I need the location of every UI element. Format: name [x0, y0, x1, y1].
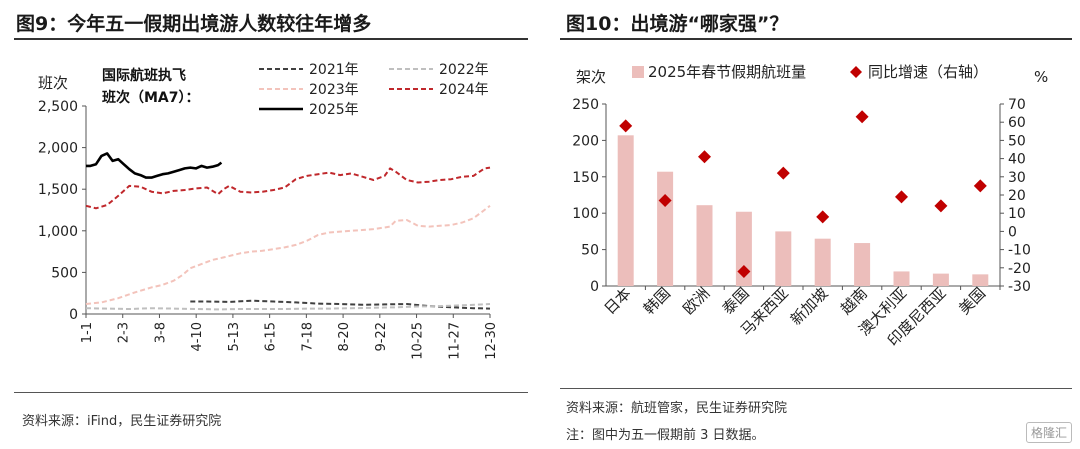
left-y-tick-label: 250 [572, 97, 599, 113]
growth-point [737, 264, 751, 278]
y-tick-label: 0 [69, 307, 78, 323]
left-y-tick-label: 50 [581, 243, 599, 259]
legend-label: 2023年 [309, 82, 359, 98]
x-tick-label: 新加坡 [787, 284, 832, 329]
y-tick-label: 500 [51, 265, 78, 281]
legend-label-points: 同比增速（右轴） [868, 63, 988, 81]
right-y-tick-label: 60 [1008, 115, 1026, 131]
right-figure-title: 图10：出境游“哪家强”？ [566, 13, 789, 35]
x-tick-label: 1-1 [80, 322, 95, 343]
x-tick-label: 6-15 [264, 322, 279, 352]
series-line-2021年 [190, 299, 491, 310]
bar [657, 171, 674, 286]
left-source-rule [14, 392, 528, 393]
left-y-tick-label: 100 [572, 206, 599, 222]
left-y-tick-label: 0 [590, 279, 599, 295]
x-tick-label: 日本 [601, 284, 635, 318]
x-tick-label: 12-30 [484, 322, 499, 360]
legend-label: 2022年 [439, 62, 489, 78]
y-axis-title: 班次 [38, 74, 68, 92]
y-tick-label: 1,000 [38, 224, 78, 240]
legend-swatch-points [850, 66, 862, 78]
bar [854, 243, 871, 286]
bar [696, 205, 713, 286]
x-tick-label: 3-8 [153, 322, 168, 343]
left-title-rule [14, 38, 528, 40]
bar [735, 211, 752, 286]
growth-point [658, 193, 672, 207]
right-source-text: 资料来源：航班管家，民生证券研究院 [566, 401, 788, 416]
right-title-rule [560, 38, 1072, 40]
y-tick-label: 2,500 [38, 99, 78, 115]
bar [775, 231, 792, 286]
right-source-rule [560, 388, 1072, 389]
bar [814, 238, 831, 286]
series-line-2023年 [85, 205, 491, 305]
right-y-tick-label: -30 [1008, 279, 1031, 295]
left-figure-title: 图9：今年五一假期出境游人数较往年增多 [16, 13, 372, 35]
left-axis-title: 架次 [576, 68, 606, 86]
x-tick-label: 11-27 [447, 322, 462, 360]
right-y-tick-label: 40 [1008, 152, 1026, 168]
series-line-2022年 [85, 303, 491, 311]
x-tick-label: 10-25 [411, 322, 426, 360]
bar [932, 273, 949, 286]
bar [893, 271, 910, 286]
right-y-tick-label: -10 [1008, 243, 1031, 259]
right-y-tick-label: 70 [1008, 97, 1026, 113]
right-note-text: 注：图中为五一假期前 3 日数据。 [566, 428, 765, 443]
left-y-tick-label: 200 [572, 133, 599, 149]
right-y-tick-label: 50 [1008, 133, 1026, 149]
bar-chart-destinations: 0 50 100 150 200 250 -30 -20 -10 0 10 20 30 40 50 60 70 架… [572, 63, 1048, 350]
line-chart-flights: 0 500 1,000 1,500 2,000 2,500 班次 1-1 2-3 3-8 4-10 5… [38, 62, 499, 360]
right-y-tick-label: 30 [1008, 170, 1026, 186]
series-line-2024年 [85, 166, 491, 210]
x-tick-label: 9-22 [374, 322, 389, 352]
x-tick-label: 4-10 [190, 322, 205, 352]
growth-point [934, 199, 948, 213]
legend-label: 2025年 [309, 102, 359, 118]
growth-point [619, 119, 633, 133]
growth-point [895, 190, 908, 204]
y-tick-label: 1,500 [38, 182, 78, 198]
legend-label: 2021年 [309, 62, 359, 78]
right-axis-title: % [1034, 68, 1048, 86]
bar [617, 135, 634, 286]
growth-point [855, 110, 869, 124]
left-source-text: 资料来源：iFind，民生证券研究院 [22, 414, 222, 429]
growth-point [776, 166, 790, 180]
chart-title-line2: 班次（MA7）： [102, 89, 200, 106]
x-tick-label: 7-18 [300, 322, 315, 352]
right-y-tick-label: 0 [1008, 224, 1017, 240]
right-y-tick-label: -20 [1008, 261, 1031, 277]
left-y-tick-label: 150 [572, 170, 599, 186]
x-tick-label: 5-13 [227, 322, 242, 352]
watermark-logo: 格隆汇 [1025, 422, 1072, 443]
growth-point [698, 150, 711, 164]
y-tick-label: 2,000 [38, 141, 78, 157]
growth-point [816, 210, 830, 224]
x-tick-label: 2-3 [117, 322, 132, 343]
series-line-2025年 [86, 152, 223, 179]
bar [972, 274, 989, 286]
right-y-tick-label: 20 [1008, 188, 1026, 204]
legend-swatch-bars [632, 66, 644, 78]
x-tick-label: 8-20 [337, 322, 352, 352]
right-y-tick-label: 10 [1008, 206, 1026, 222]
chart-title-line1: 国际航班执飞 [102, 67, 186, 84]
legend-label: 2024年 [439, 82, 489, 98]
legend-label-bars: 2025年春节假期航班量 [648, 63, 806, 81]
growth-point [973, 179, 987, 193]
